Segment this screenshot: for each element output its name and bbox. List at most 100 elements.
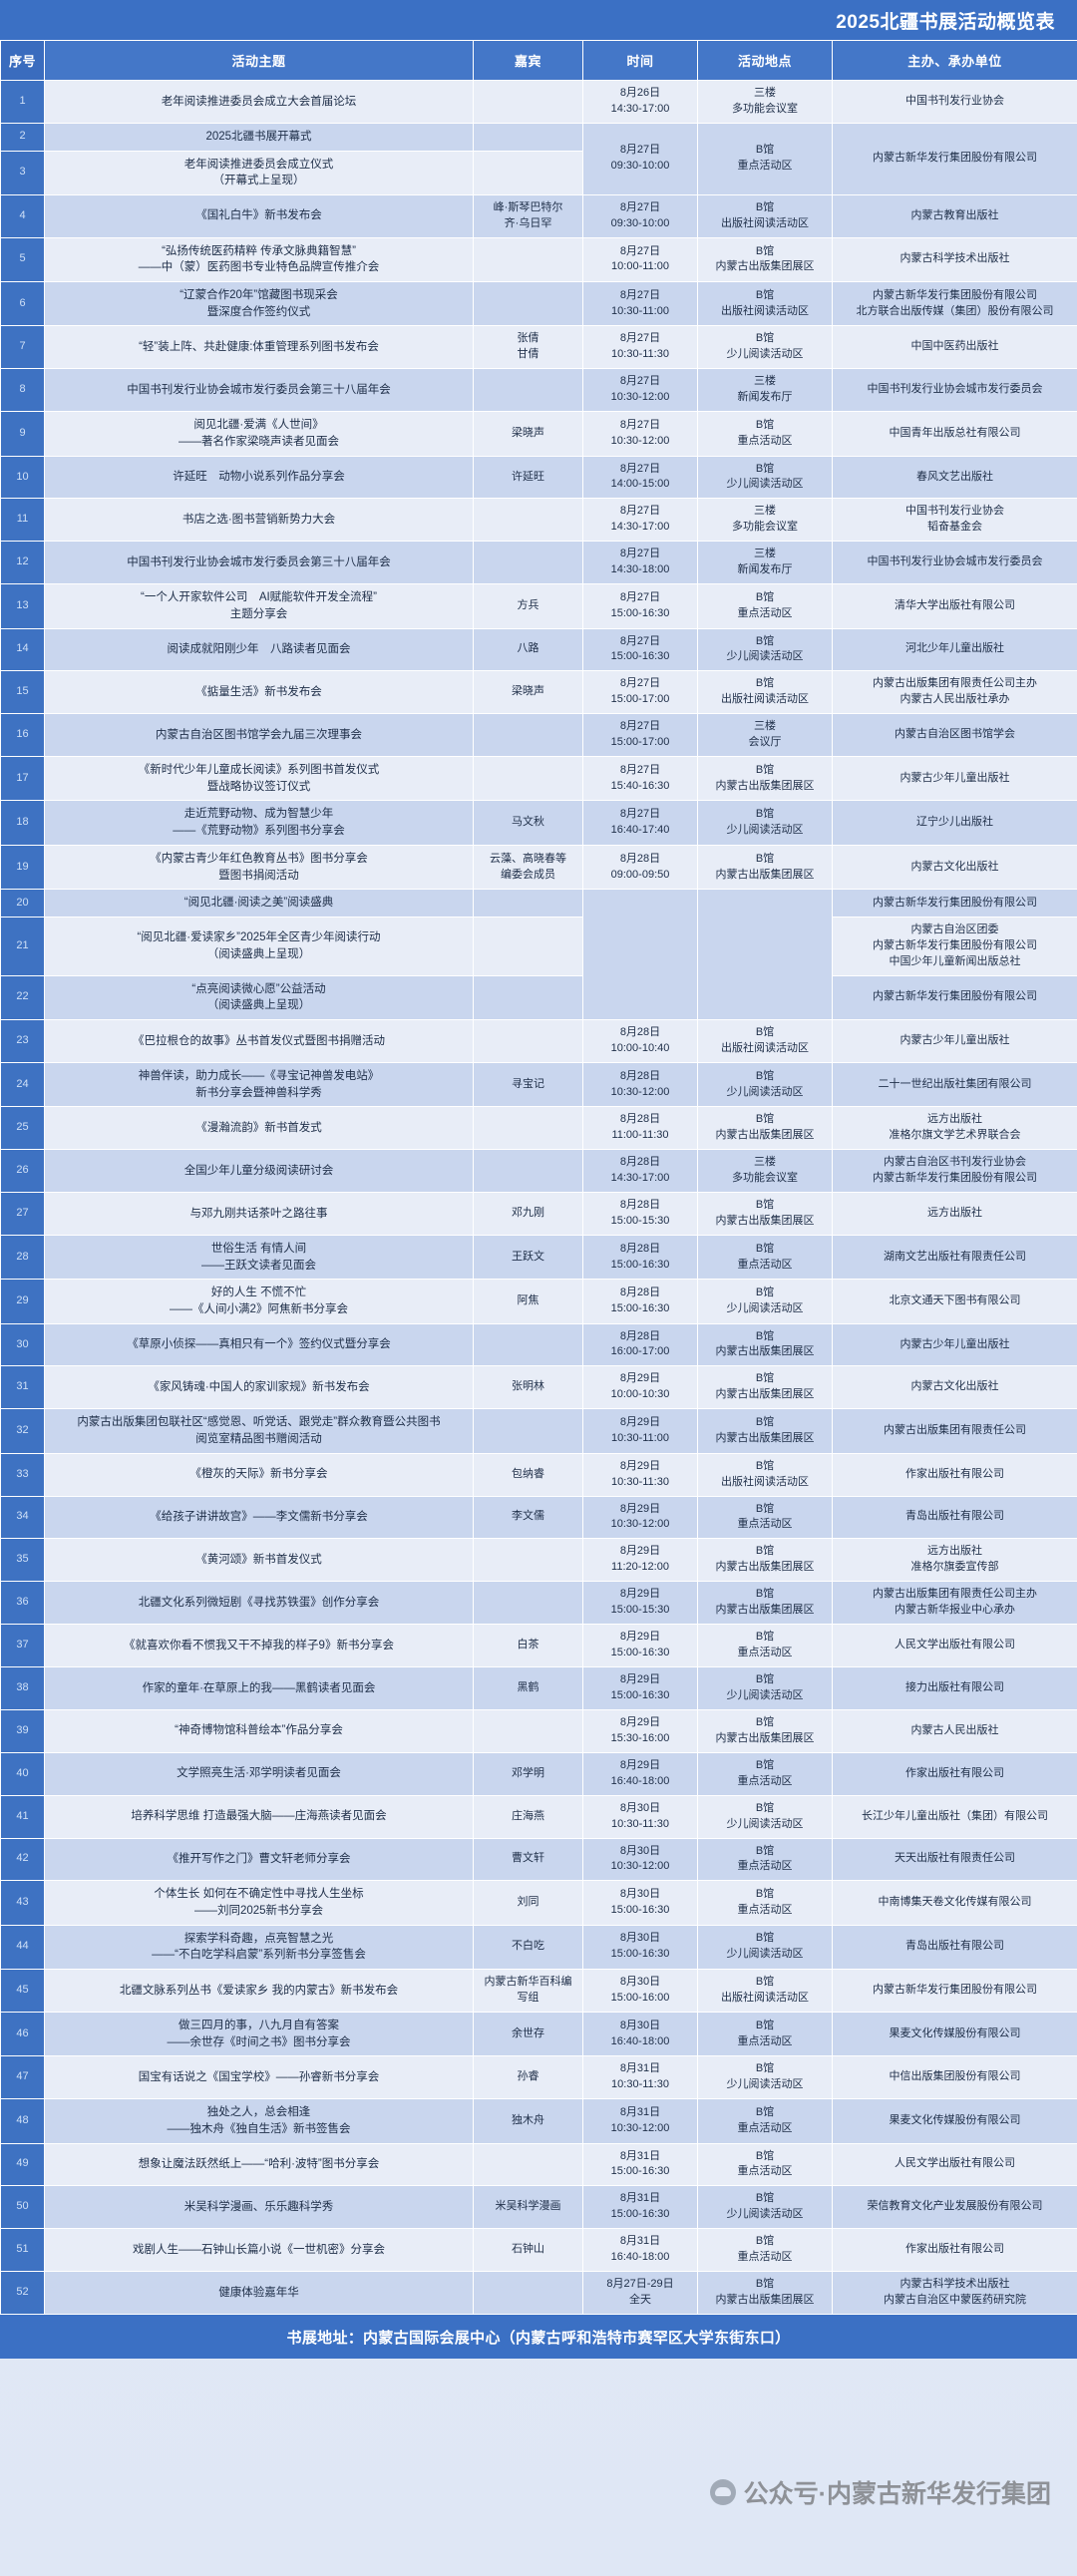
row-topic: 内蒙古出版集团包联社区“感觉恩、听党话、跟党走”群众教育暨公共图书 阅览室精品图书…	[44, 1408, 474, 1454]
row-guest: 孙睿	[473, 2055, 583, 2100]
row-organizer: 中国青年出版总社有限公司	[832, 411, 1077, 457]
row-guest: 阿焦	[473, 1279, 583, 1324]
row-time: 8月31日 15:00-16:30	[582, 2185, 698, 2230]
row-topic: “阅见北疆·爱读家乡”2025年全区青少年阅读行动 （阅读盛典上呈现）	[44, 916, 474, 976]
table-row: 9 阅见北疆·爱满《人世间》 ——著名作家梁晓声读者见面会 梁晓声 8月27日 10:30…	[0, 411, 1077, 457]
row-organizer: 内蒙古新华发行集团股份有限公司	[832, 974, 1077, 1021]
table-row: 19 《内蒙古青少年红色教育丛书》图书分享会 暨图书捐阅活动 云藻、高晓春等 编委会成员…	[0, 844, 1077, 891]
row-number: 35	[0, 1538, 45, 1583]
row-organizer: 北京文通天下图书有限公司	[832, 1279, 1077, 1324]
row-topic: 好的人生 不慌不忙 ——《人间小满2》阿焦新书分享会	[44, 1279, 474, 1324]
row-place: B馆 重点活动区	[697, 1624, 833, 1667]
row-organizer: 远方出版社	[832, 1191, 1077, 1236]
row-organizer: 内蒙古自治区书刊发行业协会 内蒙古新华发行集团股份有限公司	[832, 1149, 1077, 1193]
table-row: 33 《橙灰的天际》新书分享会 包纳睿 8月29日 10:30-11:30 B馆 出版社阅读…	[0, 1452, 1077, 1497]
row-place: B馆 内蒙古出版集团展区	[697, 1106, 833, 1151]
row-place: B馆 少儿阅读活动区	[697, 1061, 833, 1108]
row-place: B馆 内蒙古出版集团展区	[697, 236, 833, 283]
row-guest: 云藻、高晓春等 编委会成员	[473, 844, 583, 891]
row-place: B馆 内蒙古出版集团展区	[697, 844, 833, 891]
row-topic: 内蒙古自治区图书馆学会九届三次理事会	[44, 713, 474, 758]
row-topic: 许延旺 动物小说系列作品分享会	[44, 455, 474, 500]
row-place: 三楼 新闻发布厅	[697, 541, 833, 585]
row-organizer: 内蒙古文化出版社	[832, 1365, 1077, 1410]
row-guest: 梁晓声	[473, 670, 583, 715]
row-organizer: 内蒙古新华发行集团股份有限公司	[832, 1969, 1077, 2013]
row-number: 14	[0, 627, 45, 672]
row-organizer: 青岛出版社有限公司	[832, 1495, 1077, 1540]
row-guest: 张倩 甘倩	[473, 325, 583, 370]
row-topic: 《就喜欢你看不惯我又干不掉我的样子9》新书分享会	[44, 1624, 474, 1667]
row-place: B馆 少儿阅读活动区	[697, 2055, 833, 2100]
row-place: B馆 出版社阅读活动区	[697, 1969, 833, 2013]
row-organizer: 清华大学出版社有限公司	[832, 583, 1077, 629]
row-place: B馆 少儿阅读活动区	[697, 627, 833, 672]
row-time: 8月27日 14:00-15:00	[582, 455, 698, 500]
table-row: 15 《掂量生活》新书发布会 梁晓声 8月27日 15:00-17:00 B馆 出版社阅读活…	[0, 670, 1077, 715]
row-organizer: 作家出版社有限公司	[832, 2228, 1077, 2273]
row-number: 42	[0, 1837, 45, 1882]
row-place: B馆 重点活动区	[697, 2142, 833, 2187]
row-time: 8月27日 14:30-17:00	[582, 498, 698, 543]
row-place: B馆 少儿阅读活动区	[697, 1666, 833, 1710]
table-row: 38 作家的童年·在草原上的我——黑鹤读者见面会 黑鹤 8月29日 15:00-16:3…	[0, 1666, 1077, 1710]
table-row: 6 “辽蒙合作20年”馆藏图书现采会 暨深度合作签约仪式 8月27日 10:30-11:…	[0, 281, 1077, 327]
row-number: 11	[0, 498, 45, 543]
table-row: 17 《新时代少年儿童成长阅读》系列图书首发仪式 暨战略协议签订仪式 8月27日 15:…	[0, 756, 1077, 802]
row-guest	[473, 916, 583, 976]
row-number: 47	[0, 2055, 45, 2100]
watermark-text: 公众亏·内蒙古新华发行集团	[743, 2480, 1051, 2508]
row-time: 8月30日 10:30-12:00	[582, 1837, 698, 1882]
row-place: 三楼 新闻发布厅	[697, 368, 833, 413]
row-number: 46	[0, 2011, 45, 2057]
row-organizer: 荣信教育文化产业发展股份有限公司	[832, 2185, 1077, 2230]
row-guest: 黑鹤	[473, 1666, 583, 1710]
row-time: 8月31日 10:30-11:30	[582, 2055, 698, 2100]
row-place: B馆 内蒙古出版集团展区	[697, 756, 833, 802]
row-topic: 《推开写作之门》曹文轩老师分享会	[44, 1837, 474, 1882]
table-row: 8 中国书刊发行业协会城市发行委员会第三十八届年会 8月27日 10:30-12:00…	[0, 368, 1077, 413]
row-time: 8月27日 09:30-10:00	[582, 122, 698, 195]
row-number: 7	[0, 325, 45, 370]
row-organizer: 内蒙古新华发行集团股份有限公司 北方联合出版传媒（集团）股份有限公司	[832, 281, 1077, 327]
table-row: 16 内蒙古自治区图书馆学会九届三次理事会 8月27日 15:00-17:00 三楼 会议…	[0, 713, 1077, 758]
row-guest	[473, 498, 583, 543]
row-guest: 余世存	[473, 2011, 583, 2057]
row-number: 29	[0, 1279, 45, 1324]
page-title: 2025北疆书展活动概览表	[836, 11, 1055, 33]
row-number: 48	[0, 2098, 45, 2144]
row-organizer: 接力出版社有限公司	[832, 1666, 1077, 1710]
row-number: 19	[0, 844, 45, 891]
row-number: 16	[0, 713, 45, 758]
row-place: B馆 内蒙古出版集团展区	[697, 1538, 833, 1583]
row-organizer: 春风文艺出版社	[832, 455, 1077, 500]
table-row: 11 书店之选·图书营销新势力大会 8月27日 14:30-17:00 三楼 多功能会议室…	[0, 498, 1077, 543]
row-topic: 《给孩子讲讲故宫》——李文儒新书分享会	[44, 1495, 474, 1540]
watermark: 公众亏·内蒙古新华发行集团	[709, 2474, 1051, 2510]
row-guest	[473, 1408, 583, 1454]
row-topic: 老年阅读推进委员会成立大会首届论坛	[44, 80, 474, 124]
table-row: 47 国宝有话说之《国宝学校》——孙睿新书分享会 孙睿 8月31日 10:30-11:3…	[0, 2055, 1077, 2100]
row-topic: “辽蒙合作20年”馆藏图书现采会 暨深度合作签约仪式	[44, 281, 474, 327]
row-topic: 阅读成就阳刚少年 八路读者见面会	[44, 627, 474, 672]
table-row: 48 独处之人，总会相逢 ——独木舟《独自生活》新书签售会 独木舟 8月31日 10:30…	[0, 2098, 1077, 2144]
row-guest: 内蒙古新华百科编 写组	[473, 1969, 583, 2013]
wechat-icon	[709, 2479, 736, 2505]
row-number: 34	[0, 1495, 45, 1540]
row-organizer: 中国书刊发行业协会城市发行委员会	[832, 541, 1077, 585]
row-guest: 八路	[473, 627, 583, 672]
row-guest: 方兵	[473, 583, 583, 629]
row-number: 4	[0, 193, 45, 238]
row-place: B馆 少儿阅读活动区	[697, 1924, 833, 1971]
row-guest	[473, 1538, 583, 1583]
row-topic: 培养科学思维 打造最强大脑——庄海燕读者见面会	[44, 1794, 474, 1839]
row-topic: 《黄河颂》新书首发仪式	[44, 1538, 474, 1583]
row-organizer: 内蒙古新华发行集团股份有限公司	[832, 889, 1077, 918]
table-row: 23 《巴拉根仓的故事》丛书首发仪式暨图书捐赠活动 8月28日 10:00-10:40…	[0, 1019, 1077, 1063]
column-header-org: 主办、承办单位	[832, 40, 1077, 81]
row-organizer: 内蒙古少年儿童出版社	[832, 1322, 1077, 1367]
row-organizer: 内蒙古科学技术出版社 内蒙古自治区中蒙医药研究院	[832, 2271, 1077, 2315]
row-place: 三楼 多功能会议室	[697, 498, 833, 543]
row-number: 13	[0, 583, 45, 629]
row-place: 三楼 多功能会议室	[697, 80, 833, 124]
